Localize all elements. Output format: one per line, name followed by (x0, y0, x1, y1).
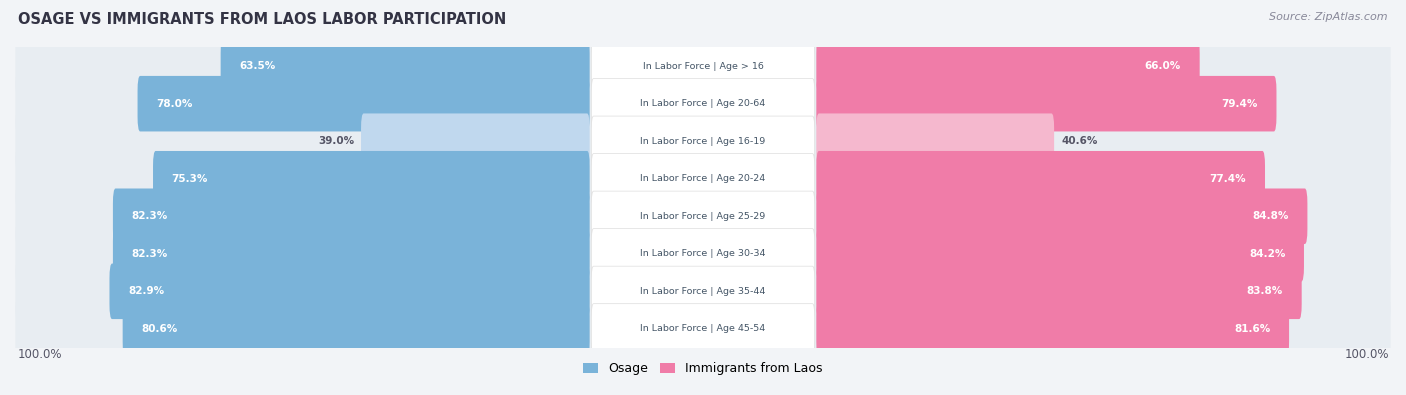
Text: 40.6%: 40.6% (1062, 136, 1098, 146)
Text: In Labor Force | Age 25-29: In Labor Force | Age 25-29 (640, 212, 766, 221)
Text: 66.0%: 66.0% (1144, 61, 1181, 71)
FancyBboxPatch shape (122, 301, 589, 357)
Text: 39.0%: 39.0% (318, 136, 354, 146)
Text: In Labor Force | Age 20-64: In Labor Force | Age 20-64 (640, 99, 766, 108)
FancyBboxPatch shape (592, 41, 814, 91)
Text: 84.8%: 84.8% (1253, 211, 1289, 221)
FancyBboxPatch shape (592, 266, 814, 316)
Text: In Labor Force | Age 45-54: In Labor Force | Age 45-54 (640, 324, 766, 333)
FancyBboxPatch shape (221, 38, 589, 94)
FancyBboxPatch shape (15, 150, 1391, 207)
FancyBboxPatch shape (817, 188, 1308, 244)
FancyBboxPatch shape (138, 76, 589, 132)
FancyBboxPatch shape (15, 38, 1391, 95)
FancyBboxPatch shape (817, 263, 1302, 319)
Text: 78.0%: 78.0% (156, 99, 193, 109)
FancyBboxPatch shape (110, 263, 589, 319)
Text: 82.3%: 82.3% (132, 211, 167, 221)
FancyBboxPatch shape (592, 229, 814, 279)
Text: 100.0%: 100.0% (17, 348, 62, 361)
Text: 81.6%: 81.6% (1234, 324, 1271, 334)
Text: 82.3%: 82.3% (132, 249, 167, 259)
FancyBboxPatch shape (817, 38, 1199, 94)
Text: OSAGE VS IMMIGRANTS FROM LAOS LABOR PARTICIPATION: OSAGE VS IMMIGRANTS FROM LAOS LABOR PART… (18, 12, 506, 27)
Text: In Labor Force | Age 35-44: In Labor Force | Age 35-44 (640, 287, 766, 296)
FancyBboxPatch shape (592, 116, 814, 166)
FancyBboxPatch shape (112, 226, 589, 282)
FancyBboxPatch shape (592, 154, 814, 204)
Text: 79.4%: 79.4% (1222, 99, 1258, 109)
Text: In Labor Force | Age 30-34: In Labor Force | Age 30-34 (640, 249, 766, 258)
FancyBboxPatch shape (15, 300, 1391, 357)
FancyBboxPatch shape (361, 113, 589, 169)
Text: Source: ZipAtlas.com: Source: ZipAtlas.com (1270, 12, 1388, 22)
FancyBboxPatch shape (15, 263, 1391, 320)
FancyBboxPatch shape (15, 188, 1391, 245)
FancyBboxPatch shape (153, 151, 589, 207)
FancyBboxPatch shape (817, 113, 1054, 169)
FancyBboxPatch shape (592, 79, 814, 129)
Text: 77.4%: 77.4% (1209, 174, 1246, 184)
Text: 83.8%: 83.8% (1247, 286, 1284, 296)
FancyBboxPatch shape (112, 188, 589, 244)
FancyBboxPatch shape (592, 304, 814, 354)
Text: In Labor Force | Age > 16: In Labor Force | Age > 16 (643, 62, 763, 71)
FancyBboxPatch shape (15, 75, 1391, 132)
FancyBboxPatch shape (15, 225, 1391, 282)
FancyBboxPatch shape (817, 226, 1303, 282)
FancyBboxPatch shape (592, 191, 814, 241)
FancyBboxPatch shape (817, 76, 1277, 132)
Text: 82.9%: 82.9% (128, 286, 165, 296)
Legend: Osage, Immigrants from Laos: Osage, Immigrants from Laos (578, 357, 828, 380)
Text: 63.5%: 63.5% (239, 61, 276, 71)
FancyBboxPatch shape (817, 151, 1265, 207)
Text: 100.0%: 100.0% (1344, 348, 1389, 361)
Text: 84.2%: 84.2% (1249, 249, 1285, 259)
FancyBboxPatch shape (15, 113, 1391, 170)
FancyBboxPatch shape (817, 301, 1289, 357)
Text: 75.3%: 75.3% (172, 174, 208, 184)
Text: In Labor Force | Age 16-19: In Labor Force | Age 16-19 (640, 137, 766, 146)
Text: 80.6%: 80.6% (142, 324, 177, 334)
Text: In Labor Force | Age 20-24: In Labor Force | Age 20-24 (640, 174, 766, 183)
